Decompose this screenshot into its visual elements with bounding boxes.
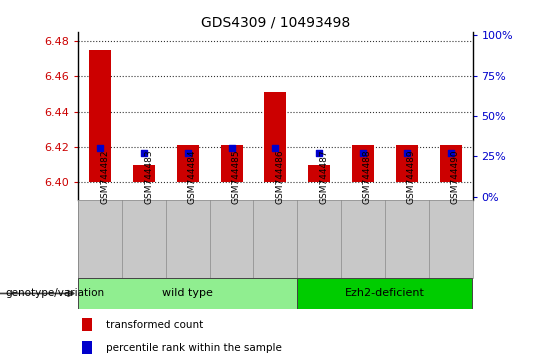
Bar bbox=[352, 145, 374, 182]
Text: GSM744488: GSM744488 bbox=[363, 149, 372, 204]
Point bbox=[402, 150, 411, 156]
Text: wild type: wild type bbox=[163, 289, 213, 298]
Bar bbox=[265, 92, 286, 182]
Point bbox=[359, 150, 367, 156]
Text: GSM744484: GSM744484 bbox=[188, 149, 197, 204]
Text: GSM744485: GSM744485 bbox=[232, 149, 241, 204]
Point bbox=[227, 145, 236, 151]
Text: GSM744490: GSM744490 bbox=[450, 149, 460, 204]
Text: transformed count: transformed count bbox=[106, 320, 203, 330]
Text: percentile rank within the sample: percentile rank within the sample bbox=[106, 343, 282, 353]
Bar bbox=[308, 165, 330, 182]
Text: GSM744487: GSM744487 bbox=[319, 149, 328, 204]
Point bbox=[184, 150, 192, 156]
Point bbox=[446, 150, 455, 156]
Bar bbox=[221, 145, 242, 182]
Bar bbox=[133, 165, 155, 182]
Text: GSM744483: GSM744483 bbox=[144, 149, 153, 204]
Bar bbox=[177, 145, 199, 182]
Bar bbox=[78, 278, 298, 309]
Text: GSM744489: GSM744489 bbox=[407, 149, 416, 204]
Bar bbox=[440, 145, 462, 182]
Point bbox=[140, 150, 149, 156]
Text: GSM744482: GSM744482 bbox=[100, 149, 109, 204]
Bar bbox=[396, 145, 418, 182]
Bar bbox=[82, 341, 92, 354]
Title: GDS4309 / 10493498: GDS4309 / 10493498 bbox=[201, 15, 350, 29]
Point bbox=[271, 145, 280, 151]
Point bbox=[96, 145, 105, 151]
Text: genotype/variation: genotype/variation bbox=[5, 289, 105, 298]
Bar bbox=[82, 318, 92, 331]
Text: Ezh2-deficient: Ezh2-deficient bbox=[345, 289, 425, 298]
Point bbox=[315, 150, 323, 156]
Bar bbox=[89, 50, 111, 182]
Bar bbox=[298, 278, 472, 309]
Text: GSM744486: GSM744486 bbox=[275, 149, 285, 204]
